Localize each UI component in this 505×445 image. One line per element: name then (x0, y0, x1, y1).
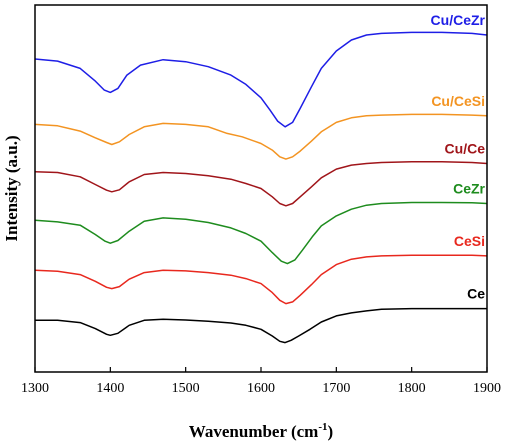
series-label-cezr: CeZr (453, 181, 485, 197)
series-line-cu-cesi (34, 113, 488, 160)
x-tick-label: 1600 (247, 381, 275, 396)
x-axis-title-main: Wavenumber (cm (189, 422, 319, 441)
series-label-ce: Ce (467, 286, 485, 302)
x-axis-ticks: 1300 1400 1500 1600 1700 1800 1900 (21, 367, 501, 396)
series-label-cu-ce: Cu/Ce (445, 140, 486, 156)
series-label-cu-cesi: Cu/CeSi (431, 93, 485, 109)
series-line-cesi (34, 254, 488, 305)
x-tick-label: 1500 (172, 381, 200, 396)
series-line-cu-ce (34, 161, 488, 207)
series-line-cu-cezr (34, 31, 488, 128)
x-axis-title-superscript: -1 (318, 421, 327, 433)
series-line-cezr (34, 201, 488, 265)
series-line-ce (35, 307, 487, 344)
x-tick-label: 1400 (96, 381, 124, 396)
x-axis-title: Wavenumber (cm-1) (189, 421, 333, 441)
x-tick-label: 1900 (473, 381, 501, 396)
series-labels: Ce CeSi CeZr Cu/Ce Cu/CeSi Cu/CeZr (431, 12, 486, 302)
y-axis-title: Intensity (a.u.) (2, 135, 21, 241)
series-label-cu-cezr: Cu/CeZr (431, 12, 486, 28)
x-tick-label: 1800 (398, 381, 426, 396)
x-axis-title-end: ) (328, 422, 334, 441)
series-curves (34, 31, 488, 344)
series-label-cesi: CeSi (454, 233, 485, 249)
x-tick-label: 1300 (21, 381, 49, 396)
x-tick-label: 1700 (322, 381, 350, 396)
